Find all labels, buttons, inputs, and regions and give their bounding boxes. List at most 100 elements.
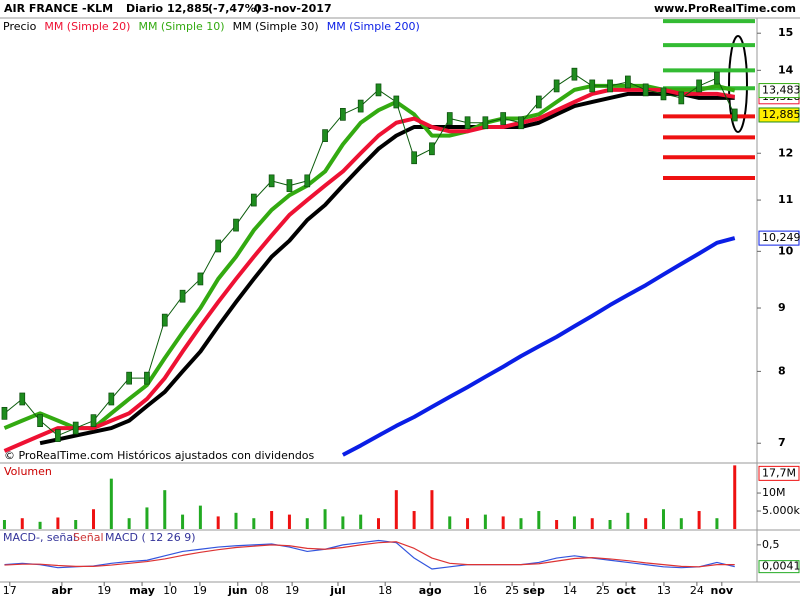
x-tick-label: nov bbox=[711, 584, 734, 597]
x-tick-label: abr bbox=[52, 584, 73, 597]
x-tick-label: 19 bbox=[285, 584, 299, 597]
price-candle bbox=[250, 193, 257, 207]
price-candle bbox=[375, 83, 382, 97]
last-value-label: 12,885 bbox=[762, 108, 800, 121]
price-candle bbox=[678, 91, 685, 105]
x-tick-label: 19 bbox=[193, 584, 207, 597]
last-value-label: 0,0041 bbox=[762, 560, 800, 573]
price-candle bbox=[731, 108, 738, 122]
volume-bar bbox=[412, 511, 416, 529]
volume-bar bbox=[715, 518, 719, 529]
y-tick-label: 7 bbox=[778, 436, 786, 449]
volume-bar bbox=[448, 516, 452, 529]
y-tick-label: 12 bbox=[778, 146, 793, 159]
last-value-label: 17,7M bbox=[762, 466, 796, 479]
price-candle bbox=[714, 71, 720, 85]
price-candle bbox=[72, 421, 79, 435]
x-tick-label: jun bbox=[227, 584, 247, 597]
volume-bar bbox=[234, 512, 238, 529]
volume-bar bbox=[56, 517, 60, 529]
y-tick-label: 11 bbox=[778, 193, 793, 206]
volume-bar bbox=[572, 516, 576, 529]
price-candle bbox=[429, 142, 435, 156]
legend-entry: MM (Simple 20) bbox=[44, 20, 130, 33]
price-candle bbox=[108, 392, 115, 406]
price-candle bbox=[1, 406, 8, 420]
volume-bar bbox=[109, 478, 113, 529]
x-tick-label: oct bbox=[616, 584, 635, 597]
volume-bar bbox=[394, 490, 398, 529]
series-line bbox=[3, 83, 736, 431]
volume-bar bbox=[661, 509, 665, 529]
price-candle bbox=[500, 112, 507, 125]
price-candle bbox=[322, 129, 328, 142]
volume-bar bbox=[644, 518, 648, 529]
x-tick-label: 25 bbox=[505, 584, 519, 597]
legend-entry: MM (Simple 200) bbox=[327, 20, 420, 33]
series-line bbox=[39, 91, 735, 446]
price-candle bbox=[357, 99, 364, 113]
x-tick-label: 13 bbox=[657, 584, 671, 597]
price-candle bbox=[233, 218, 239, 232]
macd-title: MACD-, señal bbox=[3, 531, 76, 544]
volume-bar bbox=[679, 518, 683, 529]
price-candle bbox=[179, 289, 186, 303]
volume-bar bbox=[323, 509, 327, 529]
volume-bar bbox=[590, 518, 594, 529]
last-value-box bbox=[758, 107, 800, 123]
price-candle bbox=[286, 179, 293, 192]
last-value-box bbox=[758, 83, 800, 99]
price-candle bbox=[571, 67, 578, 81]
y-tick-label: 10 bbox=[778, 244, 794, 257]
volume-bar bbox=[163, 490, 167, 529]
price-candle bbox=[518, 116, 524, 130]
x-tick-label: may bbox=[129, 584, 155, 597]
y-tick-label: 5.000k bbox=[762, 504, 800, 517]
volume-bar bbox=[92, 509, 96, 529]
series-line bbox=[4, 73, 736, 437]
x-tick-label: 08 bbox=[255, 584, 269, 597]
volume-bar bbox=[626, 512, 630, 529]
source: www.ProRealTime.com bbox=[654, 2, 796, 15]
last-value-label: 13,483 bbox=[762, 84, 800, 97]
x-tick-label: 14 bbox=[563, 584, 577, 597]
date: 03-nov-2017 bbox=[254, 2, 332, 15]
price-candle bbox=[696, 79, 702, 93]
x-tick-label: 17 bbox=[3, 584, 17, 597]
price-candle bbox=[535, 95, 542, 109]
price-candle bbox=[304, 174, 311, 188]
volume-title: Volumen bbox=[4, 465, 52, 478]
chart-title: AIR FRANCE -KLM bbox=[4, 2, 113, 15]
y-tick-label: 15 bbox=[778, 26, 793, 39]
price-candle bbox=[393, 95, 400, 109]
price-candle bbox=[144, 371, 150, 385]
price-candle bbox=[660, 87, 667, 101]
price-candle bbox=[411, 151, 417, 165]
x-tick-label: 18 bbox=[378, 584, 392, 597]
price-candle bbox=[90, 414, 97, 428]
x-tick-label: ago bbox=[419, 584, 442, 597]
volume-bar bbox=[216, 516, 220, 529]
series-line bbox=[3, 87, 736, 453]
series-line bbox=[4, 539, 735, 570]
x-tick-label: 24 bbox=[690, 584, 704, 597]
watermark: © ProRealTime.com Históricos ajustados c… bbox=[4, 449, 315, 462]
volume-bar bbox=[341, 516, 345, 529]
volume-bar bbox=[537, 511, 541, 529]
macd-signal-title: Señal bbox=[73, 531, 104, 544]
volume-bar bbox=[145, 507, 149, 529]
volume-bar bbox=[181, 514, 185, 529]
volume-bar bbox=[305, 518, 309, 529]
volume-bar bbox=[483, 514, 487, 529]
series-line bbox=[4, 541, 735, 568]
y-tick-label: 8 bbox=[778, 364, 786, 377]
price-candle bbox=[19, 392, 26, 406]
volume-bar bbox=[608, 520, 612, 529]
period: Diario bbox=[126, 2, 164, 15]
price-candle bbox=[161, 313, 168, 327]
volume-bar bbox=[555, 520, 559, 529]
price-candle bbox=[215, 239, 222, 253]
x-tick-label: sep bbox=[523, 584, 545, 597]
last-value-box bbox=[758, 465, 800, 481]
